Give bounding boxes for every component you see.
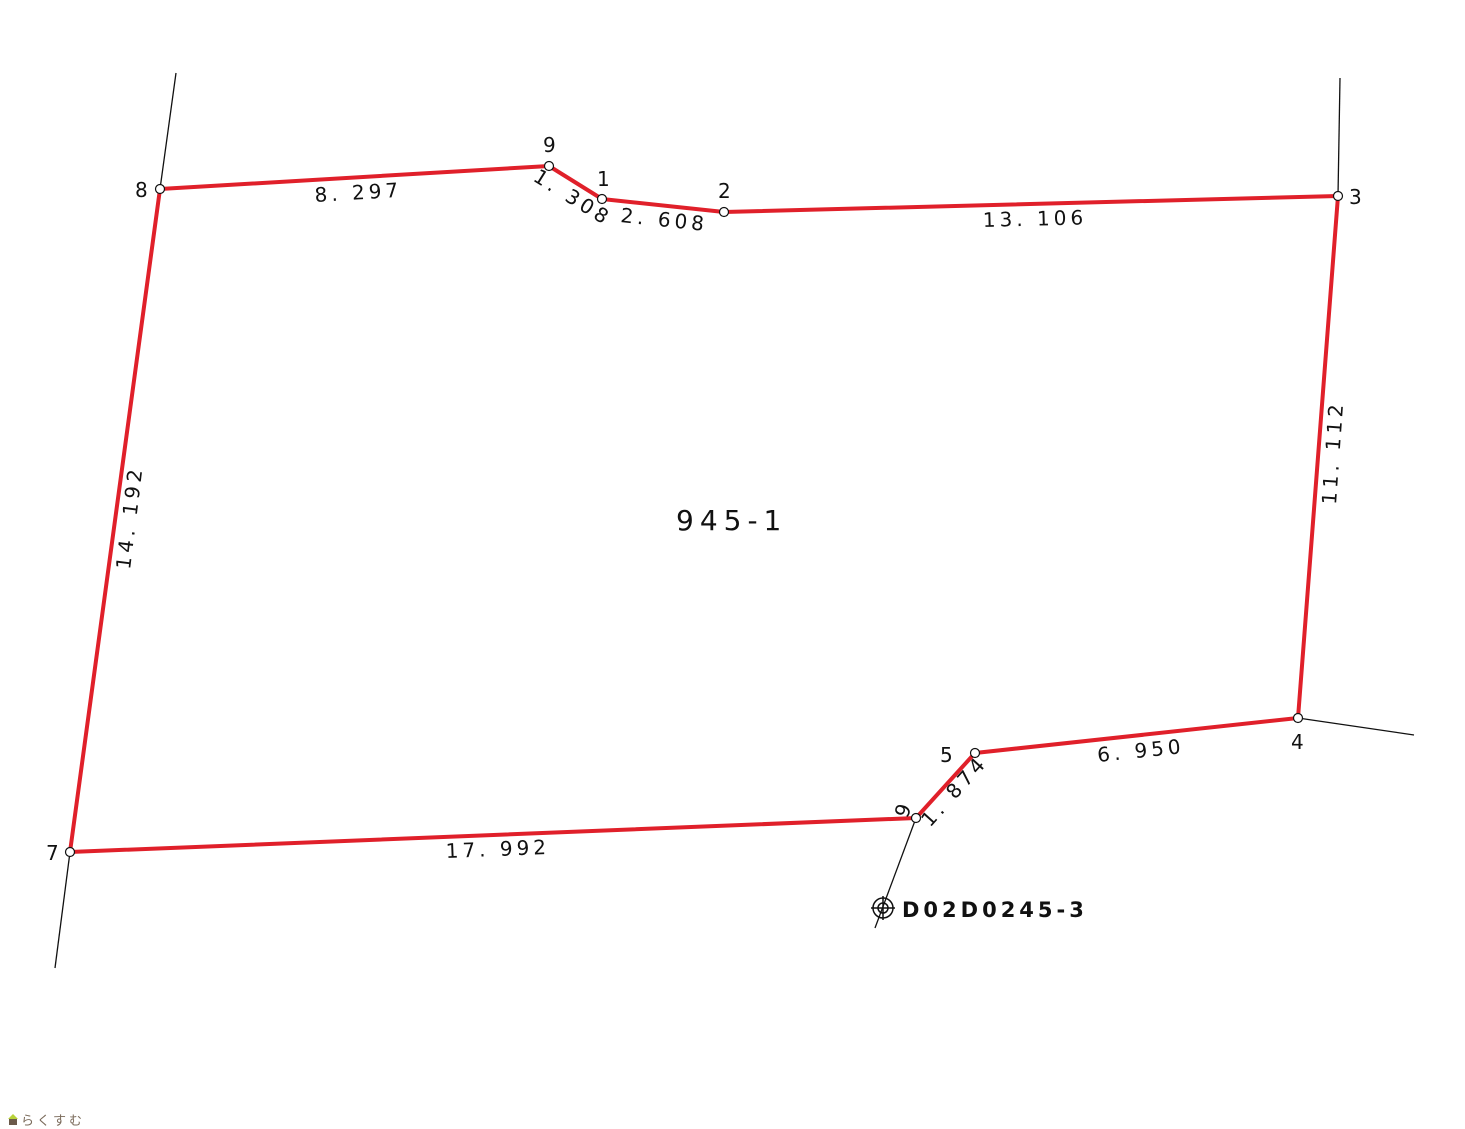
boundary-marker <box>64 846 76 858</box>
point-label: 3 <box>1349 185 1362 209</box>
point-label: 2 <box>718 179 731 203</box>
distance-label: 13. 106 <box>983 205 1088 232</box>
adjacent-line <box>874 817 917 929</box>
boundary-marker <box>154 183 166 195</box>
point-label: 7 <box>46 841 59 865</box>
distance-label: 17. 992 <box>445 835 550 863</box>
boundary-marker <box>543 160 555 172</box>
distance-label: 8. 297 <box>314 178 403 207</box>
boundary-marker <box>1332 190 1344 202</box>
benchmark-icon <box>871 896 895 920</box>
house-logo-icon <box>8 1114 18 1125</box>
logo: らくすむ <box>8 1110 85 1129</box>
boundary-marker <box>718 206 730 218</box>
adjacent-line <box>159 72 177 190</box>
boundary-marker <box>910 812 922 824</box>
parcel-boundary <box>68 164 1340 854</box>
parcel-number: 945-1 <box>676 504 787 537</box>
benchmark-label: D02D0245-3 <box>902 898 1088 922</box>
boundary-marker <box>969 747 981 759</box>
point-label: 9 <box>543 133 556 157</box>
distance-label: 14. 192 <box>111 464 148 570</box>
adjacent-boundary-lines <box>54 72 1415 969</box>
boundary-marker <box>596 193 608 205</box>
boundary-marker <box>1292 712 1304 724</box>
adjacent-line <box>54 851 71 969</box>
distance-label: 1. 874 <box>916 750 992 831</box>
point-label: 1 <box>597 167 610 191</box>
logo-text: らくすむ <box>21 1114 86 1129</box>
point-label: 5 <box>940 743 953 767</box>
boundary-markers <box>64 160 1344 858</box>
adjacent-line <box>1337 77 1341 197</box>
adjacent-line <box>1297 717 1415 736</box>
point-label: 8 <box>135 178 148 202</box>
point-label: 4 <box>1291 730 1304 754</box>
